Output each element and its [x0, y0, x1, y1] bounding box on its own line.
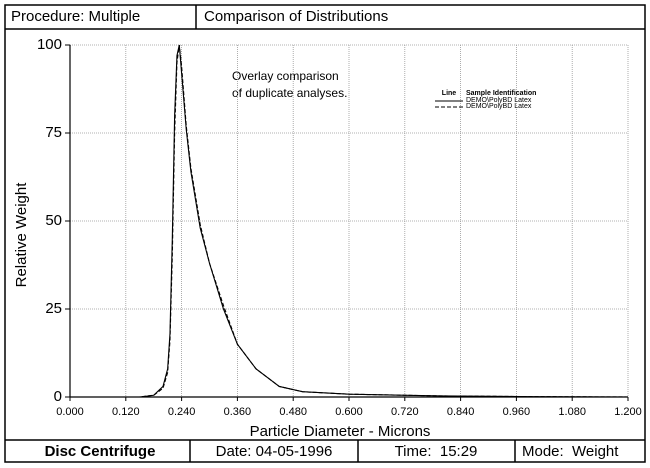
instrument: Disc Centrifuge — [45, 443, 156, 460]
legend-label: DEMO\PolyBD Latex — [466, 103, 532, 110]
x-tick-label: 1.080 — [558, 406, 586, 418]
date: Date: 04-05-1996 — [216, 443, 333, 460]
legend-label: DEMO\PolyBD Latex — [466, 97, 532, 104]
x-tick-label: 0.120 — [112, 406, 140, 418]
y-tick-label: 75 — [45, 124, 62, 141]
series-line — [70, 44, 629, 398]
x-tick-label: 0.240 — [168, 406, 196, 418]
frame — [4, 4, 646, 463]
y-tick-label: 0 — [54, 388, 62, 405]
x-tick-label: 0.960 — [503, 406, 531, 418]
legend-header: Line — [442, 90, 456, 97]
x-tick-label: 0.600 — [335, 406, 363, 418]
procedure: Procedure: Multiple — [11, 8, 140, 25]
x-axis-label: Particle Diameter - Microns — [250, 423, 431, 440]
x-tick-label: 0.840 — [447, 406, 475, 418]
x-tick-label: 0.480 — [279, 406, 307, 418]
annotation: Overlay comparison — [232, 69, 339, 83]
page-title: Comparison of Distributions — [204, 8, 388, 25]
x-tick-label: 0.360 — [224, 406, 252, 418]
time: Time: 15:29 — [395, 443, 478, 460]
y-tick-label: 100 — [37, 36, 62, 53]
x-tick-label: 0.720 — [391, 406, 419, 418]
legend-header: Sample Identification — [466, 90, 536, 97]
x-tick-label: 0.000 — [56, 406, 84, 418]
mode: Mode: Weight — [522, 443, 619, 460]
y-tick-label: 25 — [45, 300, 62, 317]
y-axis-label: Relative Weight — [13, 182, 30, 288]
x-tick-label: 1.200 — [614, 406, 642, 418]
annotation: of duplicate analyses. — [232, 86, 347, 100]
y-tick-label: 50 — [45, 212, 62, 229]
